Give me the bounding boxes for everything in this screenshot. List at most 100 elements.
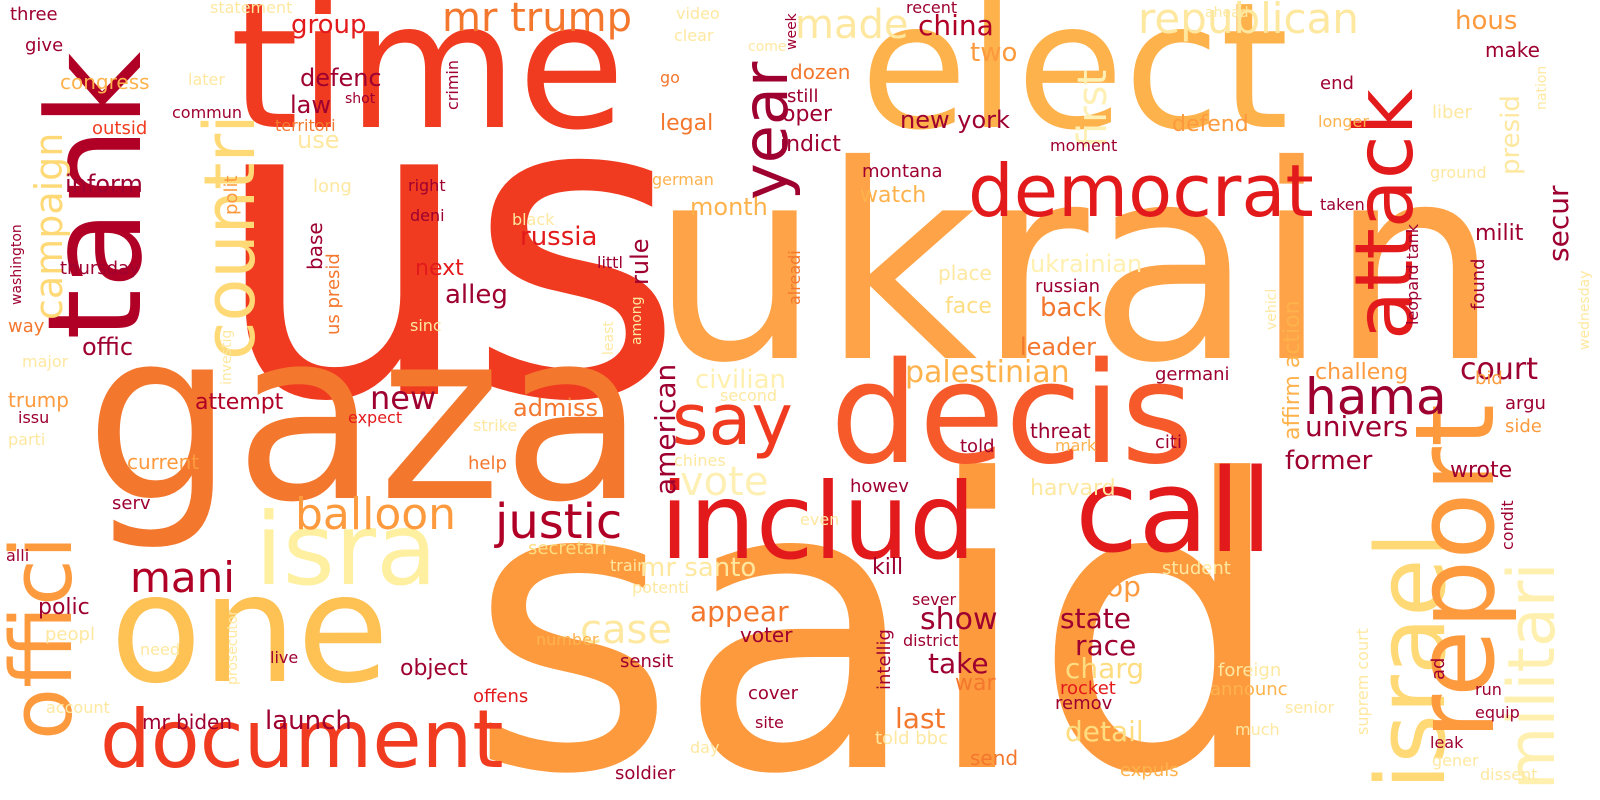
word-even: even <box>800 510 840 529</box>
word-moment: moment <box>1050 136 1118 155</box>
word-ukrain: ukrain <box>650 107 1501 422</box>
word-argu: argu <box>1505 393 1546 414</box>
word-challeng: challeng <box>1315 360 1409 385</box>
word-includ: includ <box>660 461 976 583</box>
word-foreign: foreign <box>1218 660 1282 681</box>
word-much: much <box>1235 720 1280 739</box>
word-second: second <box>720 386 778 405</box>
word-rule: rule <box>626 238 654 285</box>
word-ground: ground <box>1430 163 1487 182</box>
word-gener: gener <box>1432 751 1479 770</box>
word-investig: investig <box>219 329 235 385</box>
word-statement: statement <box>210 0 293 17</box>
word-object: object <box>400 656 468 681</box>
word-one: one <box>110 543 390 717</box>
word-attempt: attempt <box>195 390 284 415</box>
word-vehicl: vehicl <box>1264 288 1280 330</box>
word-milit: milit <box>1475 221 1524 246</box>
word-peopl: peopl <box>45 624 95 645</box>
word-take: take <box>928 647 989 680</box>
word-sinc: sinc <box>410 316 442 335</box>
word-alreadi: alreadi <box>785 250 804 305</box>
word-ahead: ahead <box>1205 5 1249 21</box>
word-last: last <box>895 702 946 735</box>
word-harvard: harvard <box>1030 476 1116 501</box>
word-suprem-court: suprem court <box>1353 628 1372 735</box>
word-day: day <box>690 738 720 757</box>
word-serv: serv <box>112 493 151 514</box>
word-account: account <box>46 698 110 717</box>
word-show: show <box>920 602 998 637</box>
word-go: go <box>660 68 680 87</box>
word-call: call <box>1075 445 1273 579</box>
word-come: come <box>748 39 787 55</box>
word-germani: germani <box>1155 364 1230 385</box>
word-dozen: dozen <box>790 60 851 84</box>
word-make: make <box>1485 38 1540 62</box>
word-thursday: thursday <box>60 258 140 279</box>
word-washington: washington <box>9 224 25 305</box>
word-top: top <box>1095 570 1141 603</box>
word-expect: expect <box>348 408 403 427</box>
word-trump: trump <box>8 388 69 412</box>
word-side: side <box>1505 416 1542 437</box>
word-balloon: balloon <box>295 489 457 540</box>
word-cover: cover <box>748 683 799 704</box>
word-justic: justic <box>495 494 623 550</box>
word-dissent: dissent <box>1480 765 1538 784</box>
word-mani: mani <box>130 553 235 602</box>
word-week: week <box>784 13 800 50</box>
word-palestinian: palestinian <box>905 355 1070 390</box>
word-nation: nation <box>1534 65 1550 110</box>
word-senior: senior <box>1285 698 1335 717</box>
word-threat: threat <box>1030 419 1091 443</box>
word-campaign: campaign <box>27 132 71 320</box>
word-made: made <box>795 2 909 48</box>
word-polit: polit <box>221 175 242 216</box>
word-number: number <box>536 630 599 649</box>
word-state: state <box>1060 602 1131 635</box>
word-potenti: potenti <box>632 578 689 597</box>
word-ad: ad <box>1428 657 1449 680</box>
word-watch: watch <box>860 183 927 208</box>
word-launch: launch <box>265 706 352 736</box>
word-alli: alli <box>6 546 30 565</box>
word-help: help <box>468 453 507 474</box>
word-presid: presid <box>1496 95 1526 175</box>
word-wrote: wrote <box>1450 458 1513 483</box>
word-american: american <box>649 363 682 495</box>
word-us: us <box>210 5 685 494</box>
word-us-presid: us presid <box>323 253 344 335</box>
word-new: new <box>370 379 437 417</box>
word-russia: russia <box>520 222 598 252</box>
word-indict: indict <box>780 132 841 157</box>
word-told: told <box>960 436 995 457</box>
word-parti: parti <box>8 430 46 449</box>
word-back: back <box>1040 293 1102 323</box>
word-liber: liber <box>1432 102 1472 123</box>
word-leader: leader <box>1020 333 1097 361</box>
word-alleg: alleg <box>445 280 508 310</box>
word-offic: offic <box>82 333 134 361</box>
word-polici: polic <box>38 595 90 620</box>
word-later: later <box>188 70 225 89</box>
word-give: give <box>25 35 64 56</box>
word-still: still <box>787 86 819 107</box>
word-race: race <box>1075 629 1137 662</box>
word-affirm-action: affirm action <box>1280 300 1305 440</box>
word-outsid: outsid <box>92 118 148 139</box>
word-shot: shot <box>345 91 376 107</box>
word-prosecutor: prosecutor <box>225 609 241 685</box>
word-announc: announc <box>1210 679 1288 700</box>
word-right: right <box>408 176 446 195</box>
word-major: major <box>22 352 69 371</box>
word-univers: univers <box>1305 410 1409 443</box>
word-decis: decis <box>830 333 1194 496</box>
word-say: say <box>672 379 793 461</box>
word-vote: vote <box>680 459 769 505</box>
word-expuls: expuls <box>1120 760 1179 781</box>
word-hous: hous <box>1455 6 1518 36</box>
word-way: way <box>8 316 45 337</box>
word-secretari: secretari <box>528 538 607 559</box>
